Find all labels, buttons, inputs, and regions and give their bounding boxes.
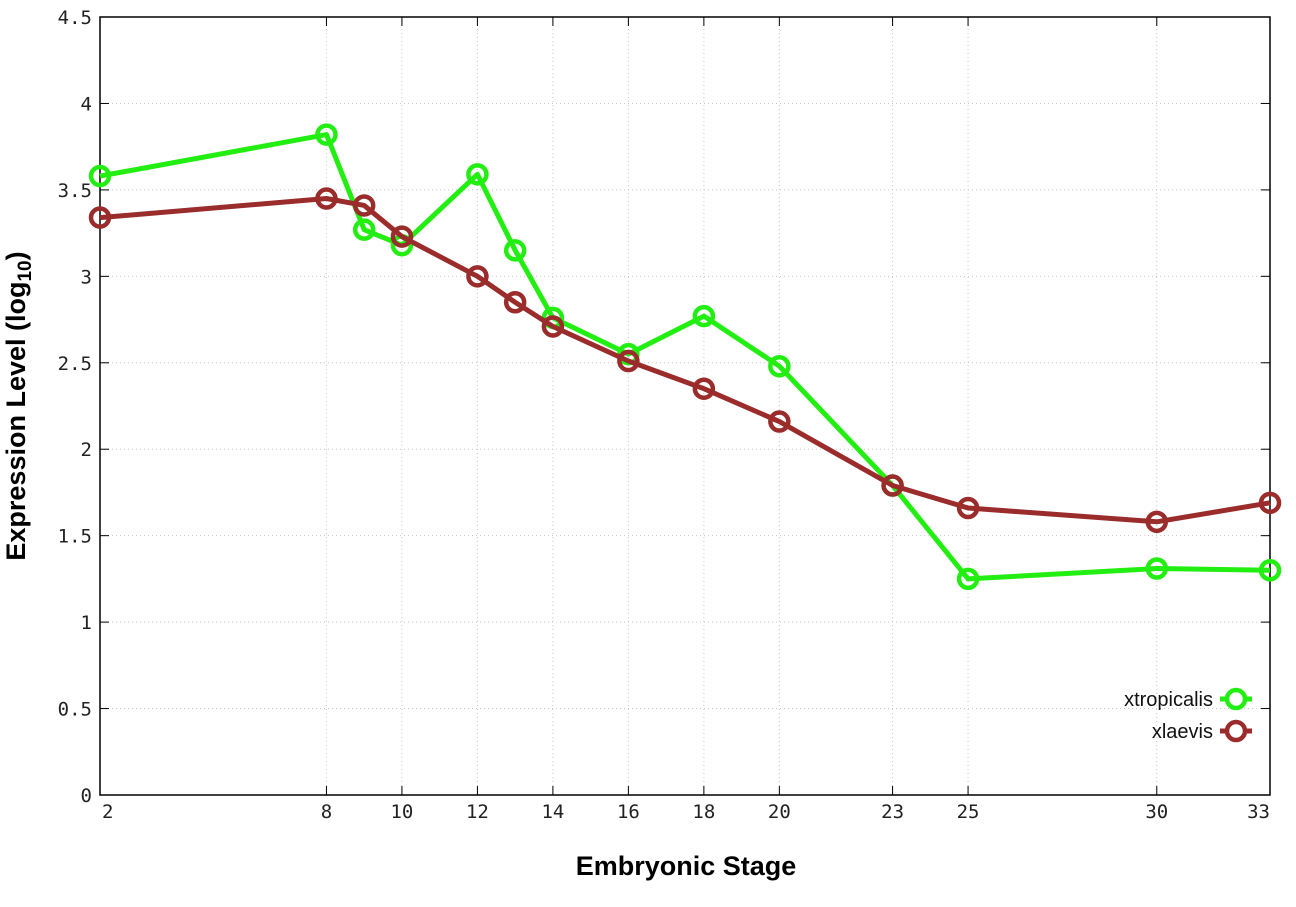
x-tick-label: 14 xyxy=(541,801,564,823)
y-tick-label: 0.5 xyxy=(58,699,92,721)
legend-label: xtropicalis xyxy=(1124,689,1213,711)
x-tick-label: 25 xyxy=(957,801,980,823)
data-point-xtropicalis xyxy=(88,164,112,188)
y-tick-label: 3 xyxy=(81,266,92,288)
data-point-xtropicalis xyxy=(768,354,791,378)
legend-swatch-marker xyxy=(1224,687,1248,711)
data-point-xtropicalis xyxy=(352,218,376,241)
y-tick-label: 2.5 xyxy=(58,353,92,375)
x-tick-label: 10 xyxy=(390,801,413,823)
y-axis-title: Expression Level (log10) xyxy=(1,251,36,560)
legend-label: xlaevis xyxy=(1152,721,1213,743)
legend: xtropicalis xlaevis xyxy=(1124,687,1252,743)
data-point-xlaevis xyxy=(352,194,376,217)
grid-layer xyxy=(100,17,1270,795)
x-tick-label: 30 xyxy=(1145,801,1168,823)
x-tick-label: 16 xyxy=(617,801,640,823)
data-point-xlaevis xyxy=(315,187,338,210)
data-point-xtropicalis xyxy=(1145,557,1169,580)
data-point-xlaevis xyxy=(768,410,791,433)
legend-item-xlaevis: xlaevis xyxy=(1152,719,1252,743)
data-point-xtropicalis xyxy=(503,239,527,262)
x-axis-title: Embryonic Stage xyxy=(576,851,797,881)
data-point-xlaevis xyxy=(390,225,414,248)
data-point-xlaevis xyxy=(617,349,640,373)
series-line-xlaevis xyxy=(99,196,1271,525)
data-point-xlaevis xyxy=(88,206,112,229)
series-layer xyxy=(88,123,1282,591)
y-tick-label: 0 xyxy=(81,785,92,807)
data-point-xtropicalis xyxy=(1258,558,1282,582)
x-tick-label: 23 xyxy=(881,801,904,823)
data-point-xtropicalis xyxy=(315,123,338,146)
data-point-xtropicalis xyxy=(692,304,716,328)
x-tick-label: 33 xyxy=(1247,801,1270,823)
legend-swatch-marker xyxy=(1224,719,1248,743)
legend-item-xtropicalis: xtropicalis xyxy=(1124,687,1252,711)
data-point-xlaevis xyxy=(692,377,716,400)
data-point-xtropicalis xyxy=(466,163,489,186)
y-tick-label: 1 xyxy=(81,612,92,634)
x-tick-label: 2 xyxy=(102,801,113,823)
data-point-xlaevis xyxy=(956,496,980,520)
data-point-xlaevis xyxy=(881,474,904,497)
y-tick-label: 1.5 xyxy=(58,526,92,548)
tick-layer: 0 0.5 1 1.5 2 2.5 3 3.5 4 4.5 2 8 10 12 14 16 18 20 23 25 30… xyxy=(58,7,1271,823)
plot-frame xyxy=(99,16,1271,796)
y-tick-label: 3.5 xyxy=(58,180,92,202)
x-tick-label: 20 xyxy=(768,801,791,823)
y-tick-label: 4 xyxy=(81,93,92,115)
x-tick-label: 18 xyxy=(692,801,715,823)
x-tick-label: 8 xyxy=(321,801,332,823)
data-point-xlaevis xyxy=(503,291,527,314)
data-point-xtropicalis xyxy=(956,567,980,591)
y-axis-title-main: Expression Level (log xyxy=(1,282,31,561)
x-tick-label: 12 xyxy=(466,801,489,823)
y-axis-title-subscript: 10 xyxy=(15,260,36,281)
data-point-xlaevis xyxy=(1258,491,1282,515)
y-axis-title-close: ) xyxy=(1,251,31,260)
data-point-xlaevis xyxy=(1145,510,1169,534)
data-point-xlaevis xyxy=(541,315,565,338)
data-point-xlaevis xyxy=(466,265,489,288)
series-xlaevis xyxy=(88,187,1282,534)
y-tick-label: 2 xyxy=(81,439,92,461)
y-tick-label: 4.5 xyxy=(58,7,92,29)
